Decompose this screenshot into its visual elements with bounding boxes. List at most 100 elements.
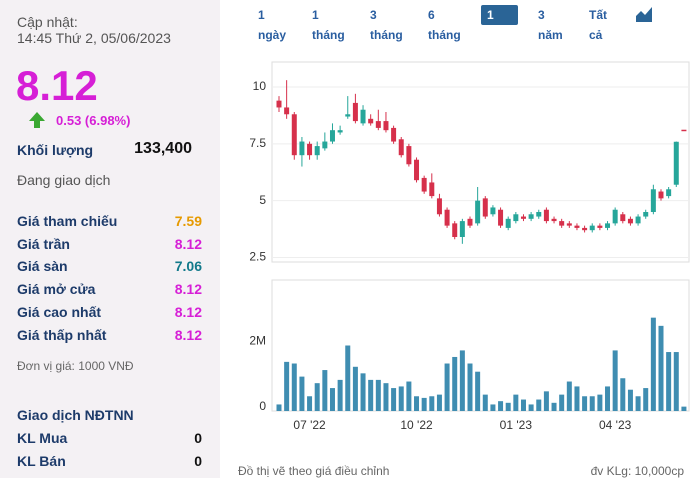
- volume-bar: [291, 363, 297, 411]
- price-change: 0.53 (6.98%): [56, 113, 131, 128]
- row-label: Giá sàn: [17, 258, 68, 275]
- y-tick-label: 2M: [249, 334, 266, 348]
- range-tab[interactable]: 3 năm: [538, 8, 563, 42]
- candle-body: [337, 130, 343, 133]
- row-value: 8.12: [174, 281, 202, 298]
- candle-body: [391, 127, 397, 142]
- candle-body: [375, 121, 381, 128]
- candle-body: [299, 141, 305, 156]
- row-value: 8.12: [174, 235, 202, 252]
- footer-note: Đồ thị vẽ theo giá điều chỉnh: [238, 464, 389, 478]
- candle-body: [421, 177, 427, 192]
- candle-body: [498, 209, 504, 226]
- volume-bar: [650, 317, 656, 411]
- plot-area: [271, 61, 690, 263]
- volume-bar: [406, 381, 412, 411]
- candle-body: [307, 143, 313, 156]
- volume-bar: [436, 394, 442, 411]
- volume-bar: [620, 378, 626, 411]
- candle-body: [566, 223, 572, 226]
- volume-bar: [520, 399, 526, 411]
- row-label: Giá mở cửa: [17, 281, 96, 298]
- candle-body: [284, 107, 290, 115]
- status: Đang giao dịch: [17, 172, 111, 188]
- volume-bar: [666, 352, 672, 411]
- up-arrow: [29, 112, 45, 128]
- candle-body: [612, 209, 618, 224]
- volume-bar: [566, 381, 572, 411]
- footer-unit: đv KLg: 10,000cp: [591, 464, 685, 478]
- candle-body: [467, 218, 473, 226]
- volume-bar: [490, 404, 496, 411]
- range-tab[interactable]: Tất cả: [589, 8, 607, 42]
- candle-body: [635, 216, 641, 224]
- y-tick-label: 5: [259, 193, 266, 207]
- candle-body: [398, 139, 404, 156]
- volume-bar: [574, 386, 580, 411]
- row-label: Giá thấp nhất: [17, 326, 107, 343]
- volume-bar: [475, 371, 481, 411]
- volume-bar: [627, 389, 633, 411]
- volume-bar: [345, 345, 351, 411]
- row-label: Giá trần: [17, 235, 70, 252]
- row-value: 7.59: [174, 213, 202, 229]
- volume-bar: [536, 399, 542, 411]
- candle-body: [436, 198, 442, 215]
- candle-body: [513, 214, 519, 222]
- candle-body: [276, 100, 282, 108]
- volume-bar: [467, 363, 473, 411]
- x-tick-label: 01 '23: [500, 418, 533, 432]
- y-tick-label: 10: [253, 79, 267, 93]
- volume-bar: [375, 379, 381, 411]
- candle-body: [429, 182, 435, 197]
- candle-body: [490, 207, 496, 215]
- range-tab[interactable]: 3 tháng: [370, 8, 403, 42]
- foreign-sell-label: KL Bán: [17, 453, 66, 469]
- candle-body: [620, 214, 626, 222]
- volume-bar: [360, 373, 366, 411]
- range-tab[interactable]: 1 năm: [481, 5, 518, 42]
- range-tab[interactable]: 1 ngày: [258, 8, 287, 42]
- candle-body: [559, 221, 565, 226]
- candle-body: [589, 225, 595, 231]
- volume-bar: [459, 350, 465, 411]
- candle-body: [345, 114, 351, 117]
- candle-body: [582, 227, 588, 231]
- volume-bar: [284, 361, 290, 411]
- y-tick-label: 2.5: [249, 250, 266, 264]
- volume-bar: [635, 396, 641, 411]
- volume-bar: [681, 406, 687, 411]
- y-tick-label: 7.5: [249, 136, 266, 150]
- volume-bar: [658, 325, 664, 411]
- volume-bar: [559, 394, 565, 411]
- candle-body: [314, 146, 320, 156]
- candle-body: [681, 129, 687, 132]
- candle-body: [329, 130, 335, 142]
- x-tick-label: 07 '22: [293, 418, 326, 432]
- chart-type-icon[interactable]: [635, 5, 653, 23]
- volume-bar: [329, 388, 335, 411]
- volume-bar: [429, 396, 435, 411]
- row-label: Giá cao nhất: [17, 303, 102, 320]
- range-tab[interactable]: 1 tháng: [312, 8, 345, 42]
- candle-body: [406, 146, 412, 165]
- candle-body: [673, 141, 679, 185]
- price: 8.12: [16, 62, 98, 109]
- candle-body: [658, 191, 664, 199]
- chart: Đồ thị vẽ theo giá điều chỉnh đv KLg: 10…: [238, 61, 690, 478]
- volume-bar: [543, 391, 549, 411]
- volume-bar: [322, 370, 328, 411]
- volume-bar: [643, 388, 649, 411]
- candle-body: [322, 141, 328, 149]
- candle-body: [666, 189, 672, 197]
- volume-label: Khối lượng: [17, 142, 94, 158]
- range-tab[interactable]: 6 tháng: [428, 8, 461, 42]
- candle-body: [505, 218, 511, 228]
- volume-bar: [673, 352, 679, 411]
- volume-bar: [337, 379, 343, 411]
- candle-body: [452, 223, 458, 237]
- candle-body: [574, 225, 580, 228]
- candle-body: [536, 212, 542, 217]
- candle-body: [459, 221, 465, 237]
